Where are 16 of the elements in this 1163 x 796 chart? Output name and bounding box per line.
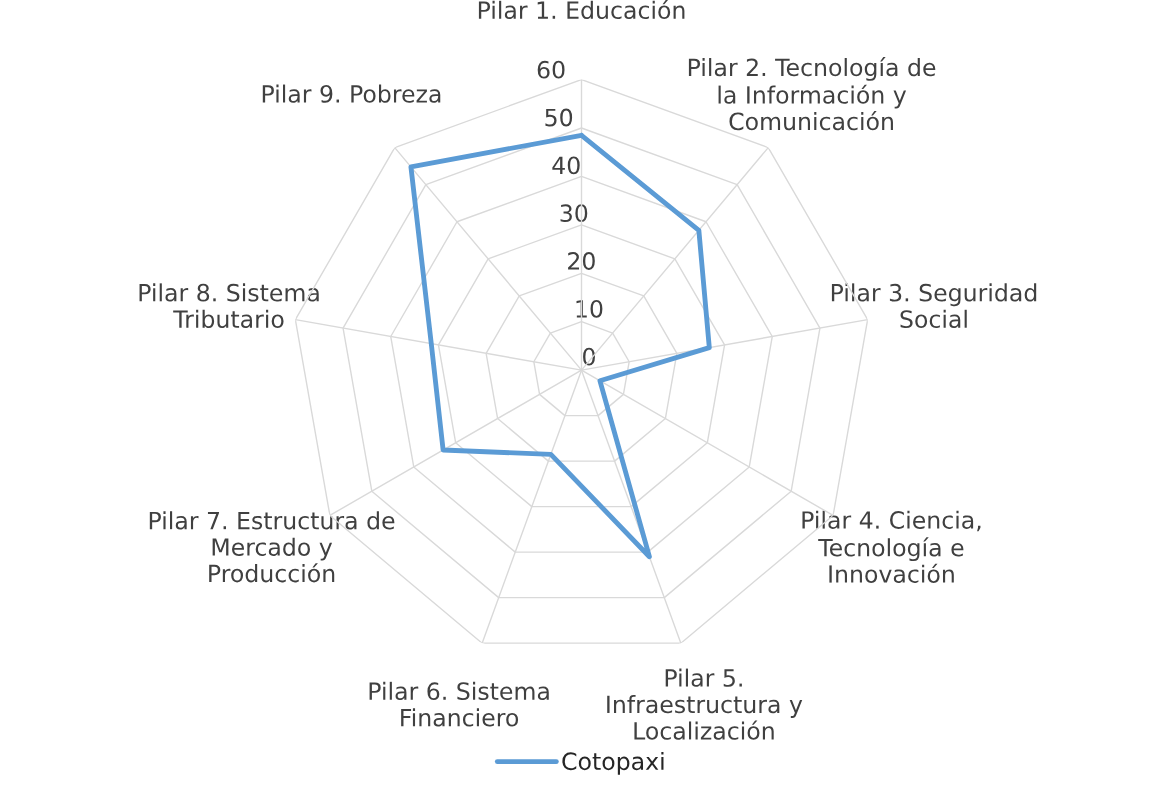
- spoke-label: Pilar 3. Seguridad Social: [831, 283, 1037, 329]
- y-tick-label: 20: [568, 252, 595, 270]
- y-tick-label: 0: [583, 347, 595, 366]
- y-tick-label: 50: [545, 108, 573, 127]
- spoke-label: Pilar 1. Educación: [478, 0, 685, 20]
- spoke-label: Pilar 8. Sistema Tributario: [139, 283, 319, 329]
- spoke-label: Pilar 4. Ciencia, Tecnología e Innovación: [802, 510, 981, 583]
- spoke-label: Pilar 6. Sistema Financiero: [369, 681, 549, 727]
- spoke-label: Pilar 9. Pobreza: [262, 84, 441, 103]
- y-tick-label: 60: [537, 60, 565, 79]
- spoke-label: Pilar 5. Infraestructura y Localización: [607, 668, 803, 740]
- spoke-label: Pilar 7. Estructura de Mercado y Producción: [149, 511, 395, 583]
- legend-label: Cotopaxi: [562, 751, 664, 775]
- y-tick-label: 40: [552, 156, 580, 175]
- spoke-label: Pilar 2. Tecnología de la Información y Comunicación: [688, 57, 936, 131]
- y-tick-label: 30: [560, 204, 588, 223]
